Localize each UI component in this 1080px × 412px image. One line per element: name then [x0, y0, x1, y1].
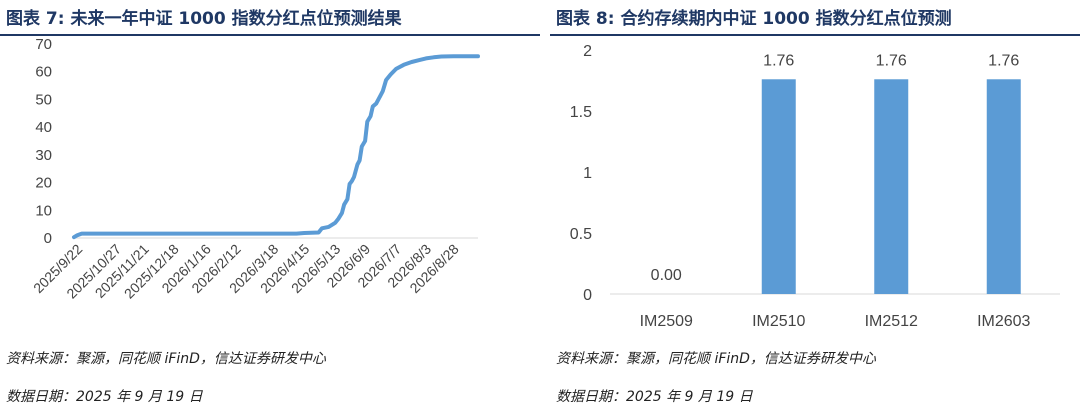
source-note: 资料来源：聚源，同花顺 iFinD，信达证券研发中心 — [6, 351, 326, 367]
bar-chart: 0 0.5 1 1.5 2 0.00 IM2509 1.76 IM2510 1.76 IM2512 1… — [570, 43, 1060, 330]
right-panel: 图表 8: 合约存续期内中证 1000 指数分红点位预测 0 0.5 1 1.5 2 0.… — [550, 0, 1080, 412]
chart-title: 图表 8: 合约存续期内中证 1000 指数分红点位预测 — [556, 9, 952, 29]
date-note: 数据日期：2025 年 9 月 19 日 — [6, 389, 203, 405]
data-label: 1.76 — [988, 52, 1019, 69]
y-tick-label: 1.5 — [570, 104, 592, 121]
y-tick-label: 0.5 — [570, 226, 592, 243]
bar — [874, 79, 909, 294]
line-chart: 0102030405060702025/9/222025/10/272025/1… — [30, 36, 480, 302]
left-panel: 图表 7: 未来一年中证 1000 指数分红点位预测结果 0 10 20 30 40 50… — [0, 9, 540, 405]
x-tick-label: IM2512 — [865, 313, 918, 330]
data-label: 0.00 — [651, 267, 682, 284]
x-tick-label: IM2509 — [640, 313, 693, 330]
chart-title: 图表 7: 未来一年中证 1000 指数分红点位预测结果 — [6, 9, 402, 29]
x-tick-label: IM2510 — [752, 313, 805, 330]
y-tick-label: 0 — [583, 287, 592, 304]
y-tick-label: 30 — [35, 147, 52, 164]
y-tick-label: 50 — [35, 91, 52, 108]
bar — [986, 79, 1021, 294]
y-tick-label: 0 — [44, 230, 52, 247]
title-rule — [0, 34, 540, 36]
x-tick-label: IM2603 — [977, 313, 1030, 330]
date-note: 数据日期：2025 年 9 月 19 日 — [556, 389, 753, 405]
y-tick-label: 60 — [35, 64, 52, 81]
data-label: 1.76 — [763, 52, 794, 69]
y-tick-label: 10 — [35, 202, 52, 219]
y-tick-label: 1 — [583, 165, 592, 182]
title-rule — [550, 34, 1080, 36]
y-tick-label: 2 — [583, 43, 592, 60]
source-note: 资料来源：聚源，同花顺 iFinD，信达证券研发中心 — [556, 351, 876, 367]
bar — [761, 79, 796, 294]
y-tick-label: 70 — [35, 36, 52, 53]
data-label: 1.76 — [876, 52, 907, 69]
series-line — [72, 54, 480, 240]
y-tick-label: 20 — [35, 175, 52, 192]
y-tick-label: 40 — [35, 119, 52, 136]
